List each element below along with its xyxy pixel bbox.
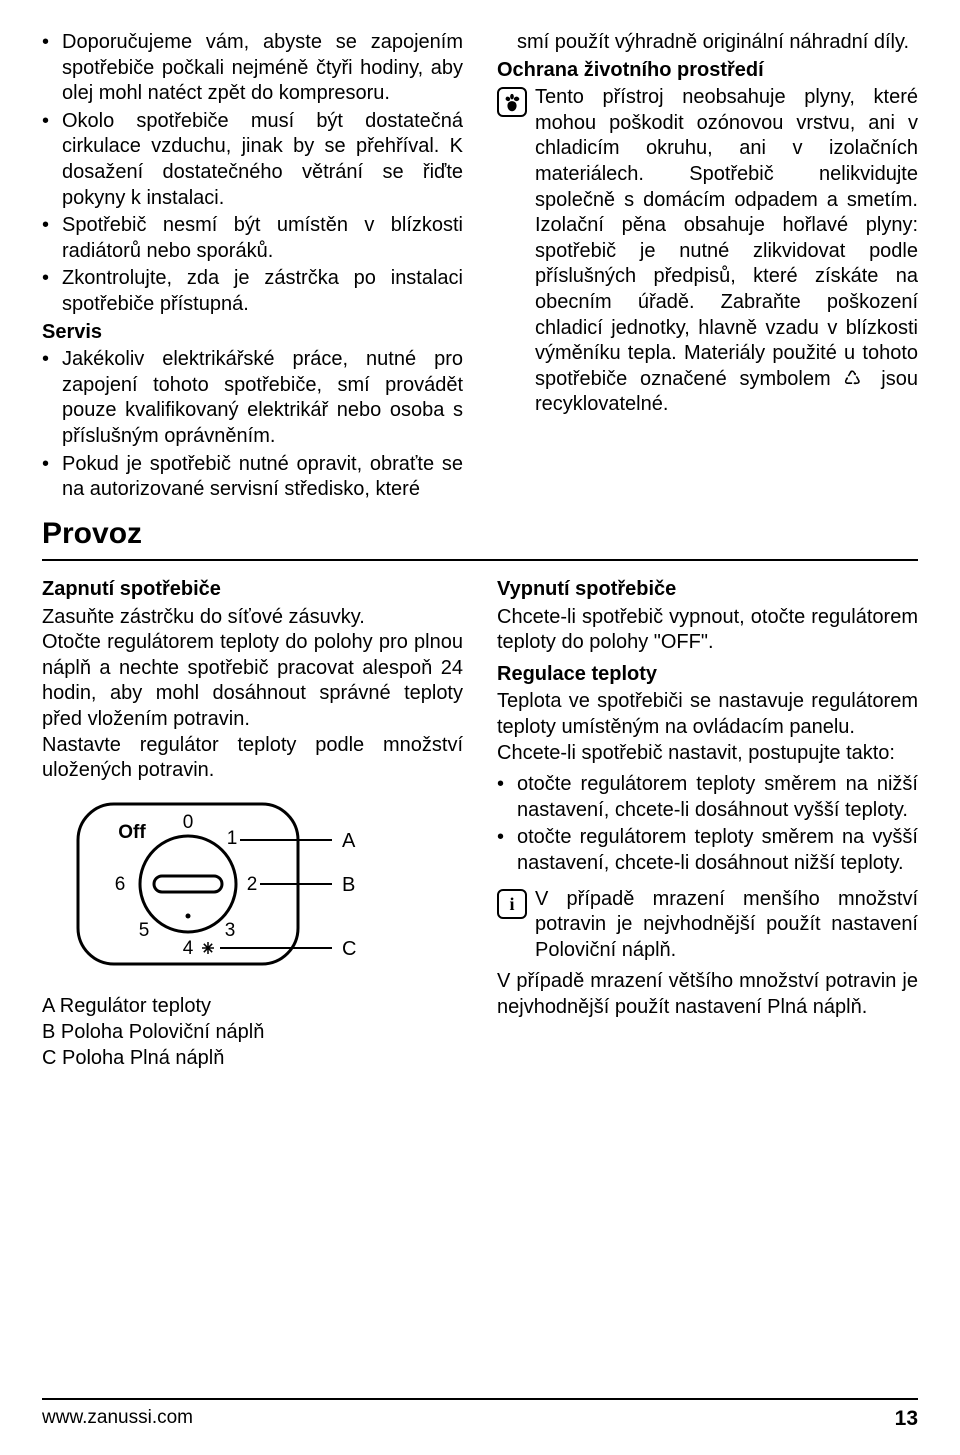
- info-text-1: V případě mrazení menšího množství potra…: [535, 887, 918, 964]
- list-item: Okolo spotřebiče musí být dostatečná cir…: [62, 109, 463, 211]
- dial-4: 4: [183, 938, 194, 959]
- service-bullets: Jakékoliv elektrikářské práce, nutné pro…: [42, 347, 463, 503]
- dial-0: 0: [183, 812, 194, 833]
- switch-on-p3: Nastavte regulátor teploty podle množstv…: [42, 733, 463, 784]
- environment-text: Tento přístroj neobsahuje plyny, které m…: [535, 85, 918, 418]
- footer-page-number: 13: [895, 1406, 918, 1433]
- dial-diagram: 0 1 2 3 4 5 6 Off A B: [72, 798, 463, 981]
- temp-reg-p2: Chcete-li spotřebič nastavit, postupujte…: [497, 741, 918, 767]
- dial-letter-c: C: [342, 938, 356, 960]
- col-right-1: smí použít výhradně originální náhradní …: [497, 30, 918, 505]
- dial-letter-b: B: [342, 874, 355, 896]
- info-icon: i: [497, 889, 527, 919]
- page-footer: www.zanussi.com 13: [42, 1398, 918, 1433]
- environment-heading: Ochrana životního prostředí: [497, 58, 918, 84]
- service-heading: Servis: [42, 320, 463, 346]
- switch-on-heading: Zapnutí spotřebiče: [42, 577, 463, 603]
- dial-5: 5: [139, 920, 150, 941]
- lower-columns: Zapnutí spotřebiče Zasuňte zástrčku do s…: [42, 575, 918, 1071]
- dial-off: Off: [118, 822, 146, 843]
- legend-c: C Poloha Plná náplň: [42, 1046, 463, 1072]
- info-block: i V případě mrazení menšího množství pot…: [497, 887, 918, 964]
- temp-reg-bullets: otočte regulátorem teploty směrem na niž…: [497, 772, 918, 876]
- switch-on-p1: Zasuňte zástrčku do síťové zásuvky.: [42, 605, 463, 631]
- list-item: Pokud je spotřebič nutné opravit, obraťt…: [62, 452, 463, 503]
- col-left-2: Zapnutí spotřebiče Zasuňte zástrčku do s…: [42, 575, 463, 1071]
- switch-off-text: Chcete-li spotřebič vypnout, otočte regu…: [497, 605, 918, 656]
- legend-b: B Poloha Poloviční náplň: [42, 1020, 463, 1046]
- col-left-1: Doporučujeme vám, abyste se zapojením sp…: [42, 30, 463, 505]
- legend-a: A Regulátor teploty: [42, 994, 463, 1020]
- list-item: Jakékoliv elektrikářské práce, nutné pro…: [62, 347, 463, 449]
- list-item: Spotřebič nesmí být umístěn v blízkosti …: [62, 213, 463, 264]
- dial-1: 1: [227, 828, 238, 849]
- flower-icon: [497, 87, 527, 117]
- footer-url: www.zanussi.com: [42, 1406, 193, 1433]
- temp-reg-heading: Regulace teploty: [497, 662, 918, 688]
- continuation-text: smí použít výhradně originální náhradní …: [497, 30, 918, 56]
- dial-6: 6: [115, 874, 126, 895]
- dial-letter-a: A: [342, 830, 356, 852]
- dial-2: 2: [247, 874, 258, 895]
- info-text-2: V případě mrazení většího množství potra…: [497, 969, 918, 1020]
- temp-reg-p1: Teplota ve spotřebiči se nastavuje regul…: [497, 689, 918, 740]
- install-bullets: Doporučujeme vám, abyste se zapojením sp…: [42, 30, 463, 318]
- environment-block: Tento přístroj neobsahuje plyny, které m…: [497, 85, 918, 418]
- section-provoz-heading: Provoz: [42, 515, 918, 553]
- switch-off-heading: Vypnutí spotřebiče: [497, 577, 918, 603]
- switch-on-p2: Otočte regulátorem teploty do polohy pro…: [42, 630, 463, 732]
- list-item: Zkontrolujte, zda je zástrčka po instala…: [62, 266, 463, 317]
- list-item: otočte regulátorem teploty směrem na vyš…: [517, 825, 918, 876]
- list-item: Doporučujeme vám, abyste se zapojením sp…: [62, 30, 463, 107]
- section-rule: [42, 559, 918, 561]
- upper-columns: Doporučujeme vám, abyste se zapojením sp…: [42, 30, 918, 505]
- col-right-2: Vypnutí spotřebiče Chcete-li spotřebič v…: [497, 575, 918, 1071]
- dial-3: 3: [225, 920, 236, 941]
- list-item: otočte regulátorem teploty směrem na niž…: [517, 772, 918, 823]
